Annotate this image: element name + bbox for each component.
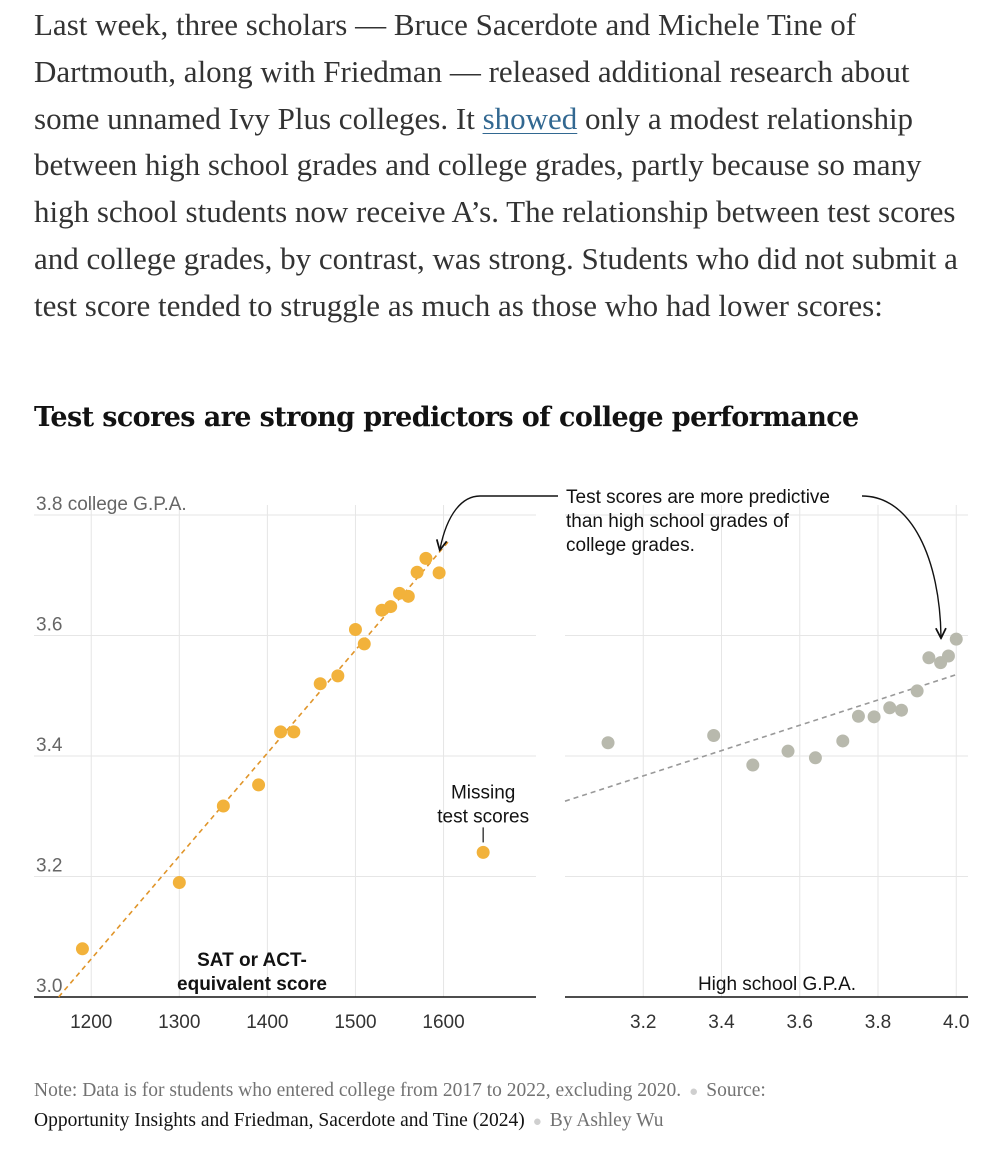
y-tick-label: 3.4 (36, 735, 63, 756)
x-tick-label: 1200 (70, 1012, 112, 1033)
data-point (883, 701, 897, 715)
data-point (331, 669, 345, 683)
x-tick-label: 1500 (334, 1012, 376, 1033)
right-gridlines (565, 505, 968, 997)
note-text: Data is for students who entered college… (77, 1080, 682, 1101)
right-points (601, 632, 963, 772)
x-tick-label: 1600 (422, 1012, 464, 1033)
data-point (357, 637, 371, 651)
annotation-arrow-left (440, 495, 558, 549)
x-axis-title-line-2: equivalent score (177, 974, 327, 995)
data-point (949, 632, 963, 646)
left-trend (58, 541, 449, 998)
left-gridlines (34, 505, 536, 997)
paragraph-text-start: Last week, three scholars — Bruce Sacerd… (34, 7, 910, 136)
missing-label-line-1: Missing (451, 782, 515, 803)
x-axis-title: High school G.P.A. (698, 974, 856, 995)
source-text: Opportunity Insights and Friedman, Sacer… (34, 1109, 525, 1131)
chart-title: Test scores are strong predictors of col… (34, 402, 859, 433)
annotation-line-2: than high school grades of (566, 511, 790, 532)
data-point (274, 725, 288, 739)
y-tick-label: 3.0 (36, 976, 62, 997)
data-point (746, 758, 760, 772)
data-point (410, 565, 424, 579)
article-paragraph: Last week, three scholars — Bruce Sacerd… (34, 2, 974, 330)
note-label: Note: (34, 1080, 78, 1101)
data-point (432, 566, 446, 580)
data-point (384, 600, 398, 614)
data-point (313, 677, 327, 691)
data-point (836, 734, 850, 748)
data-point (922, 651, 936, 665)
data-point (401, 589, 415, 603)
x-tick-label: 3.2 (630, 1012, 656, 1033)
trend-line (58, 541, 449, 998)
data-point (287, 725, 301, 739)
data-point (781, 744, 795, 758)
showed-link[interactable]: showed (482, 100, 578, 136)
data-point (941, 649, 955, 663)
data-point (419, 551, 433, 565)
right-axis: 3.2 3.4 3.6 3.8 4.0 (565, 996, 969, 1033)
y-tick-label: 3.2 (36, 856, 62, 877)
annotation-line-1: Test scores are more predictive (566, 487, 830, 508)
data-point (172, 876, 186, 890)
data-point (601, 736, 615, 750)
trend-line (564, 673, 957, 802)
data-point (894, 703, 908, 717)
separator-dot: ● (532, 1113, 542, 1130)
left-points: Missing test scores (75, 551, 529, 956)
y-tick-label: 3.6 (36, 615, 62, 636)
x-axis-title-line-1: SAT or ACT- (197, 950, 307, 971)
chart-note: Note: Data is for students who entered c… (34, 1077, 974, 1136)
x-tick-label: 1400 (246, 1012, 288, 1033)
data-point (851, 709, 865, 723)
data-point (75, 942, 89, 956)
y-tick-label: 3.8 college G.P.A. (36, 494, 187, 515)
right-trend (564, 673, 957, 802)
byline: By Ashley Wu (549, 1109, 664, 1131)
data-point (707, 729, 721, 743)
data-point (216, 799, 230, 813)
missing-test-scores-point (476, 845, 490, 859)
chart-labels: SAT or ACT-equivalent score High school G… (177, 950, 856, 995)
annotation-arrow-right (861, 495, 941, 637)
data-point (867, 710, 881, 724)
missing-label-line-2: test scores (437, 806, 529, 827)
data-point (808, 751, 822, 765)
paragraph-text-end: only a modest relationship between high … (34, 100, 958, 323)
x-tick-label: 1300 (158, 1012, 200, 1033)
x-tick-label: 4.0 (943, 1012, 969, 1033)
data-point (348, 622, 362, 636)
separator-dot: ● (689, 1084, 699, 1100)
x-tick-label: 3.6 (787, 1012, 813, 1033)
annotation-line-3: college grades. (566, 535, 695, 556)
data-point (252, 778, 266, 792)
left-axis: 1200 1300 1400 1500 1600 3.0 3.2 3.4 3.6 3.8 coll… (34, 494, 536, 1033)
x-tick-label: 3.8 (865, 1012, 891, 1033)
data-point (910, 684, 924, 698)
chart-svg: 1200 1300 1400 1500 1600 3.0 3.2 3.4 3.6 3.8 coll… (34, 487, 969, 1033)
x-tick-label: 3.4 (708, 1012, 735, 1033)
source-label: Source: (706, 1080, 766, 1101)
